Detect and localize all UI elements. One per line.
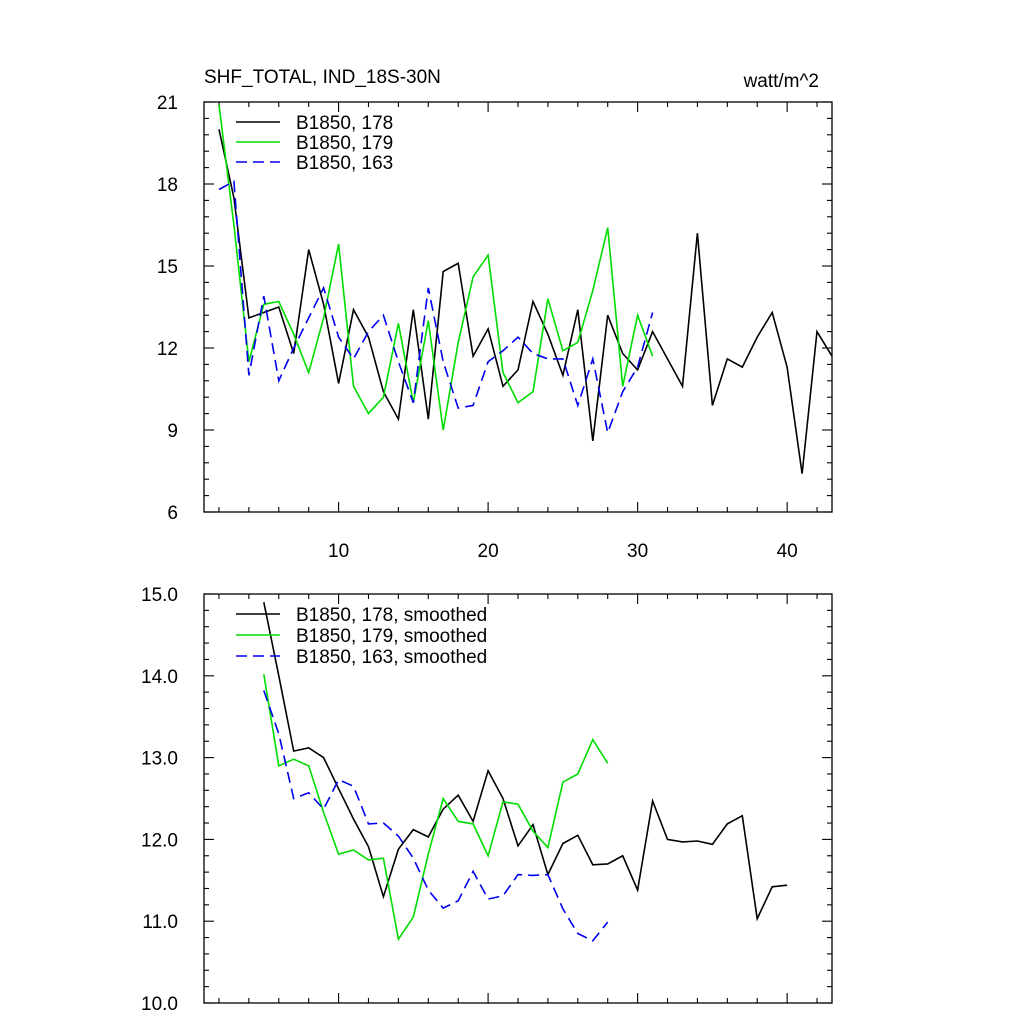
top-legend-label-1: B1850, 178 — [296, 113, 393, 134]
bottom-legend-label-3: B1850, 163, smoothed — [296, 647, 487, 668]
top-series-line-1 — [218, 129, 833, 474]
top-y-tick-label: 21 — [157, 93, 178, 114]
bottom-series-line-1 — [263, 602, 788, 922]
top-x-tick-label: 20 — [478, 541, 499, 562]
bottom-y-tick-label: 11.0 — [142, 912, 178, 933]
bottom-y-tick-label: 12.0 — [141, 830, 178, 851]
bottom-y-tick-label: 14.0 — [141, 667, 178, 688]
bottom-legend-label-1: B1850, 178, smoothed — [296, 605, 487, 626]
top-y-tick-label: 6 — [167, 503, 178, 524]
top-series-line-2 — [218, 104, 654, 431]
top-legend-label-2: B1850, 179 — [296, 133, 393, 154]
top-legend-label-3: B1850, 163 — [296, 153, 393, 174]
top-x-tick-label: 40 — [777, 541, 798, 562]
top-y-tick-label: 15 — [157, 257, 178, 278]
top-y-tick-label: 9 — [167, 421, 178, 442]
bottom-series-line-2 — [263, 674, 609, 942]
top-x-tick-label: 10 — [328, 541, 349, 562]
top-chart-title: SHF_TOTAL, IND_18S-30N — [204, 67, 441, 88]
top-x-tick-label: 30 — [627, 541, 648, 562]
bottom-y-tick-label: 15.0 — [141, 585, 178, 606]
bottom-y-tick-label: 13.0 — [141, 749, 178, 770]
bottom-series-line-3 — [263, 690, 609, 942]
top-chart-units: watt/m^2 — [743, 71, 819, 92]
bottom-legend-label-2: B1850, 179, smoothed — [296, 626, 487, 647]
bottom-y-tick-label: 10.0 — [141, 994, 178, 1015]
top-series-line-3 — [218, 180, 654, 436]
bottom-chart-panel: 10.0 11.0 12.0 13.0 14.0 15.0 B1850, 178, smoo… — [141, 585, 833, 1015]
top-y-tick-label: 12 — [157, 339, 178, 360]
top-y-tick-label: 18 — [157, 175, 178, 196]
